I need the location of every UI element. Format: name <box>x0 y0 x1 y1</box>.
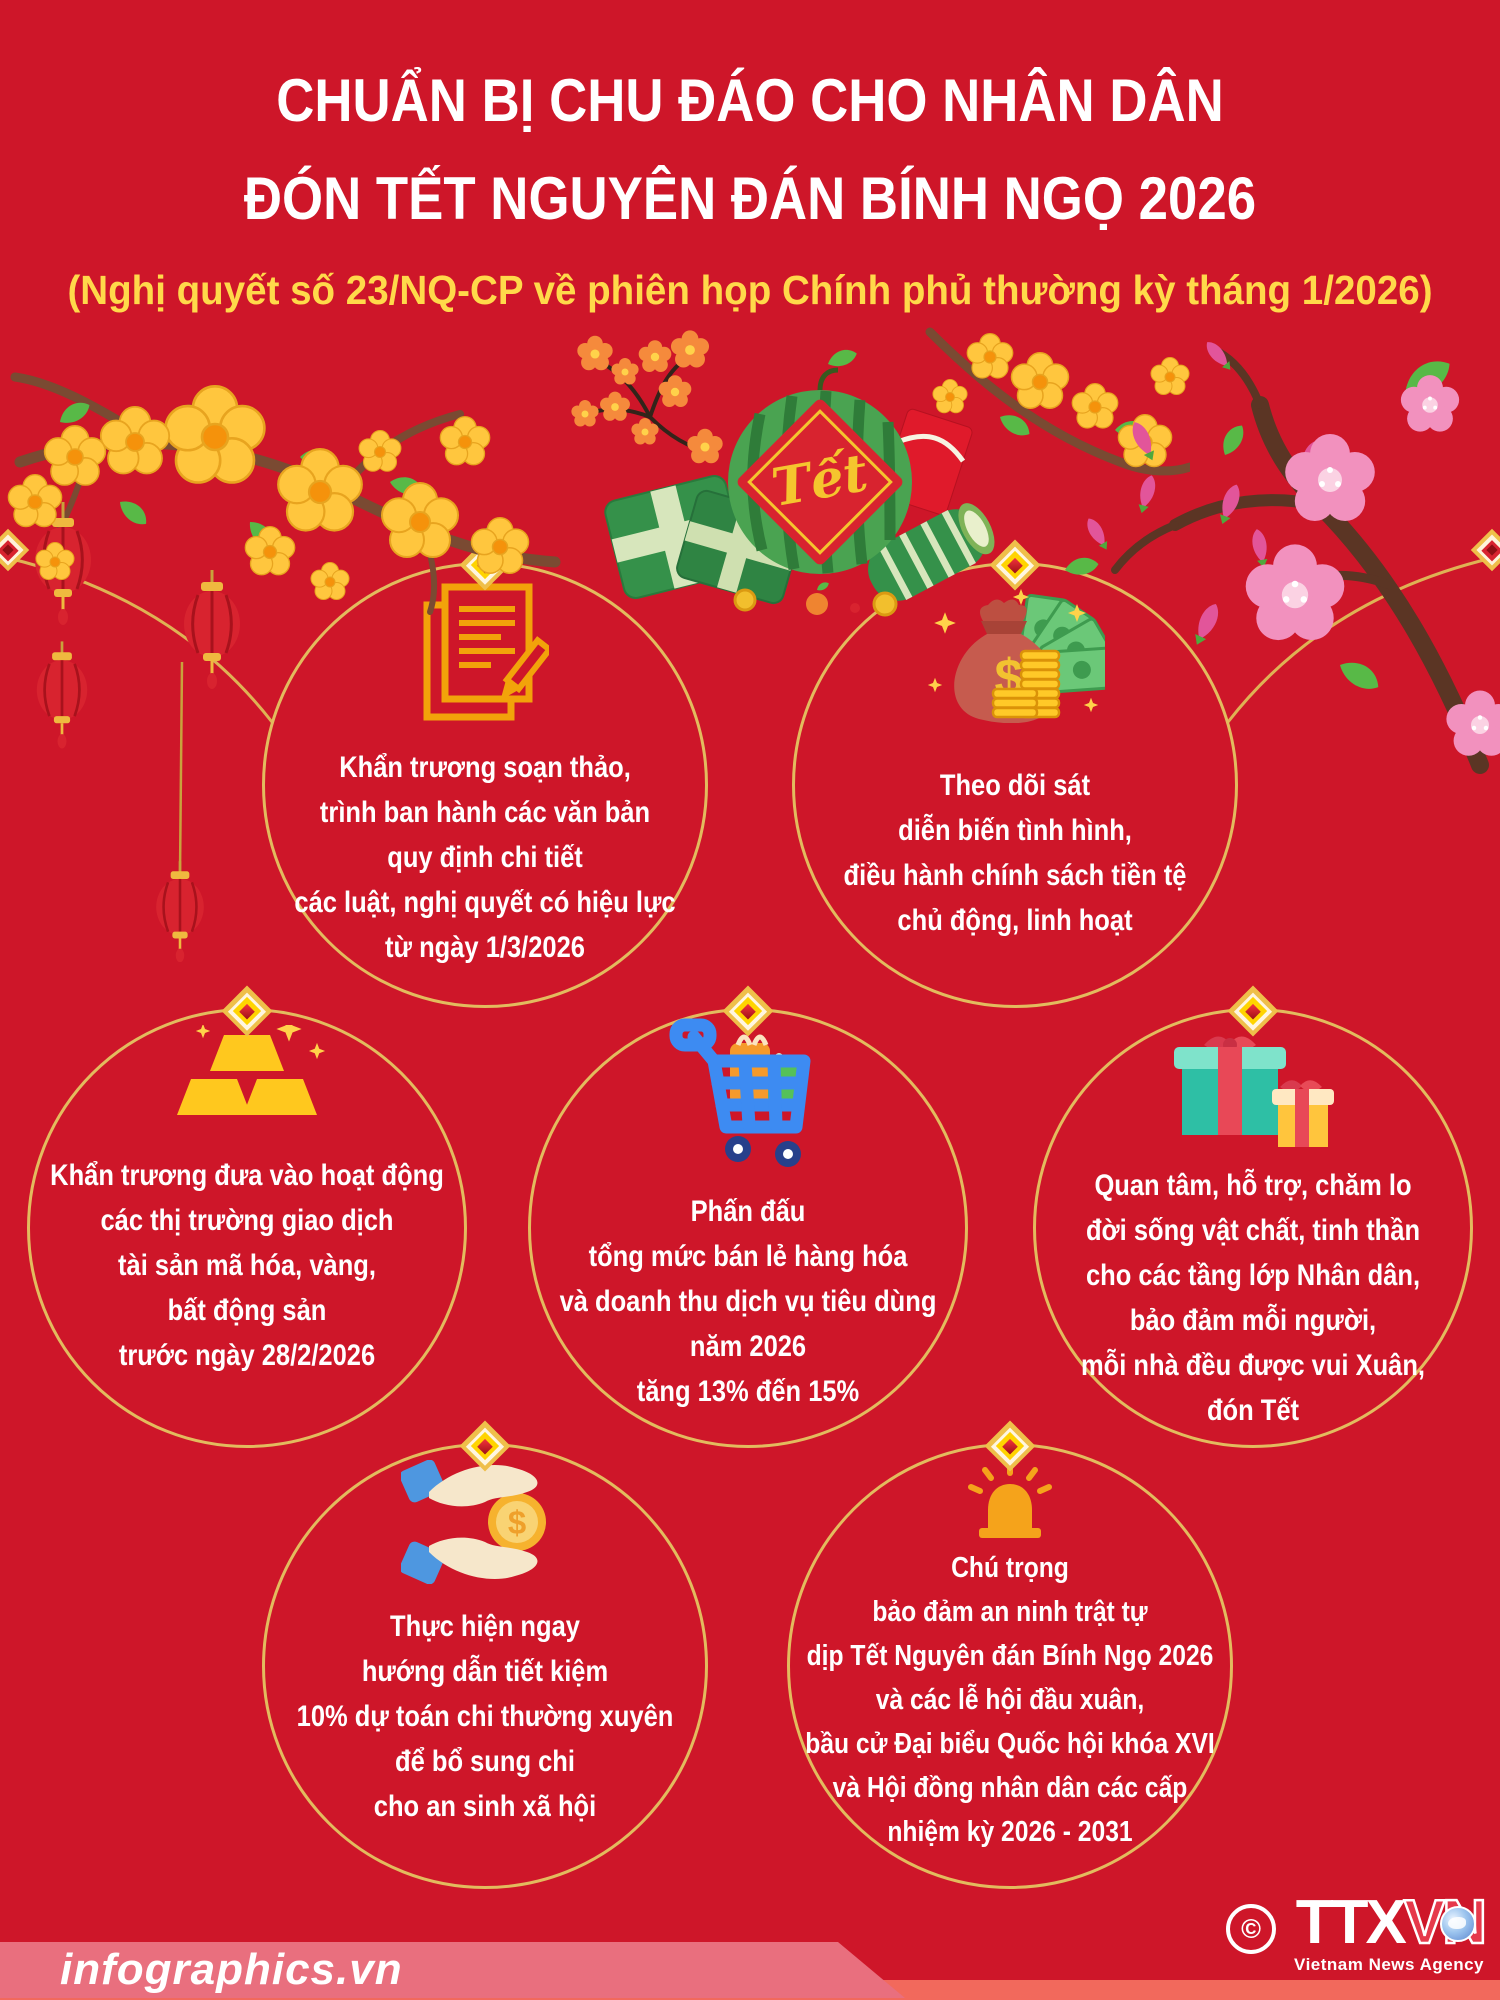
circle-text: Chú trọng bảo đảm an ninh trật tự dịp Tế… <box>805 1552 1215 1848</box>
info-circle-documents: Khẩn trương soạn thảo, trình ban hành cá… <box>262 539 708 1008</box>
circle-text: Theo dõi sát diễn biến tình hình, điều h… <box>843 769 1187 937</box>
tet-watermelon-decoration: Tết <box>571 330 995 617</box>
circle-text: Quan tâm, hỗ trợ, chăm lo đời sống vật c… <box>1080 1169 1426 1427</box>
info-circle-welfare: Quan tâm, hỗ trợ, chăm lo đời sống vật c… <box>1033 985 1473 1448</box>
circle-text: Khẩn trương soạn thảo, trình ban hành cá… <box>294 751 676 964</box>
page-title-line1: CHUẨN BỊ CHU ĐÁO CHO NHÂN DÂN <box>276 67 1224 134</box>
page-subtitle: (Nghị quyết số 23/NQ-CP về phiên họp Chí… <box>67 267 1433 313</box>
info-circle-monetary-policy: $ Theo dõi sát diễn biến tình hình, điều… <box>792 539 1238 1008</box>
logo-ttx: TTX <box>1295 1888 1407 1957</box>
circle-text: Phấn đấu tổng mức bán lẻ hàng hóa và doa… <box>559 1195 937 1408</box>
info-circle-markets: Khẩn trương đưa vào hoạt động các thị tr… <box>27 985 467 1448</box>
website-label: infographics.vn <box>60 1945 403 1994</box>
ttxvn-logo: TTXVN Vietnam News Agency <box>1294 1890 1489 1975</box>
agency-name-label: Vietnam News Agency <box>1294 1955 1484 1974</box>
page-title-line2: ĐÓN TẾT NGUYÊN ĐÁN BÍNH NGỌ 2026 <box>243 165 1257 232</box>
info-circle-security: Chú trọng bảo đảm an ninh trật tự dịp Tế… <box>787 1420 1233 1889</box>
gold-bars-icon <box>167 1025 327 1129</box>
shopping-cart-icon <box>668 1017 828 1169</box>
copyright-icon: © <box>1226 1904 1277 1954</box>
hands-coin-icon: $ <box>401 1460 569 1584</box>
money-bag-icon: $ <box>925 589 1105 723</box>
header: CHUẨN BỊ CHU ĐÁO CHO NHÂN DÂN ĐÓN TẾT NG… <box>0 52 1500 248</box>
peach-blossom-decoration <box>1063 338 1500 774</box>
document-pen-icon <box>421 581 549 723</box>
circle-text: Khẩn trương đưa vào hoạt động các thị tr… <box>50 1159 444 1372</box>
gift-boxes-icon <box>1160 1029 1346 1149</box>
website-banner: infographics.vn <box>0 1942 905 1998</box>
globe-icon <box>1440 1906 1477 1942</box>
ttxvn-logo-text: TTXVN <box>1294 1890 1489 1955</box>
apricot-blossom-lanterns-decoration <box>7 327 1190 962</box>
agency-logo-block: © TTXVN Vietnam News Agency <box>1226 1890 1489 1975</box>
info-circle-retail: Phấn đấu tổng mức bán lẻ hàng hóa và doa… <box>528 985 968 1448</box>
siren-icon <box>964 1460 1056 1540</box>
circle-text: Thực hiện ngay hướng dẫn tiết kiệm 10% d… <box>296 1610 674 1823</box>
info-circle-savings: $ Thực hiện ngay hướng dẫn tiết kiệm 10%… <box>262 1420 708 1889</box>
svg-text:$: $ <box>508 1504 526 1541</box>
